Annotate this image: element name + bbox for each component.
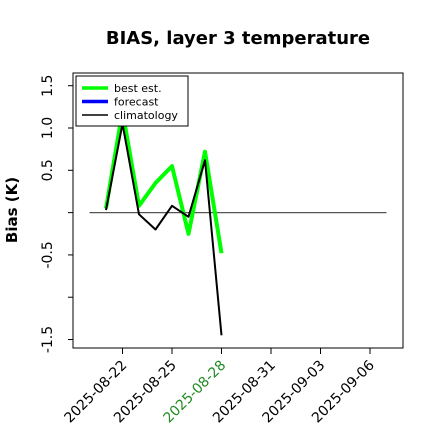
series-layer	[104, 109, 224, 336]
y-tick-label: 0.5	[40, 159, 56, 181]
y-tick-label: 1.5	[40, 75, 56, 97]
chart-title: BIAS, layer 3 temperature	[106, 28, 370, 49]
series-line-best-est	[104, 109, 224, 254]
legend-box	[75, 75, 189, 127]
y-axis-label: Bias (K)	[3, 177, 21, 243]
plot-frame	[72, 72, 404, 349]
y-ticks: -1.5 -0.5 0.5 1.0 1.5	[40, 75, 73, 353]
legend-label: climatology	[114, 109, 178, 122]
legend-label: forecast	[114, 96, 159, 109]
y-tick-label: -0.5	[40, 241, 56, 268]
y-tick-label: 1.0	[40, 117, 56, 139]
y-tick-label: -1.5	[40, 326, 56, 353]
series-line-climatology	[105, 122, 223, 336]
legend-label: best est.	[114, 82, 162, 95]
x-ticks: 2025-08-222025-08-252025-08-282025-08-31…	[61, 348, 378, 426]
